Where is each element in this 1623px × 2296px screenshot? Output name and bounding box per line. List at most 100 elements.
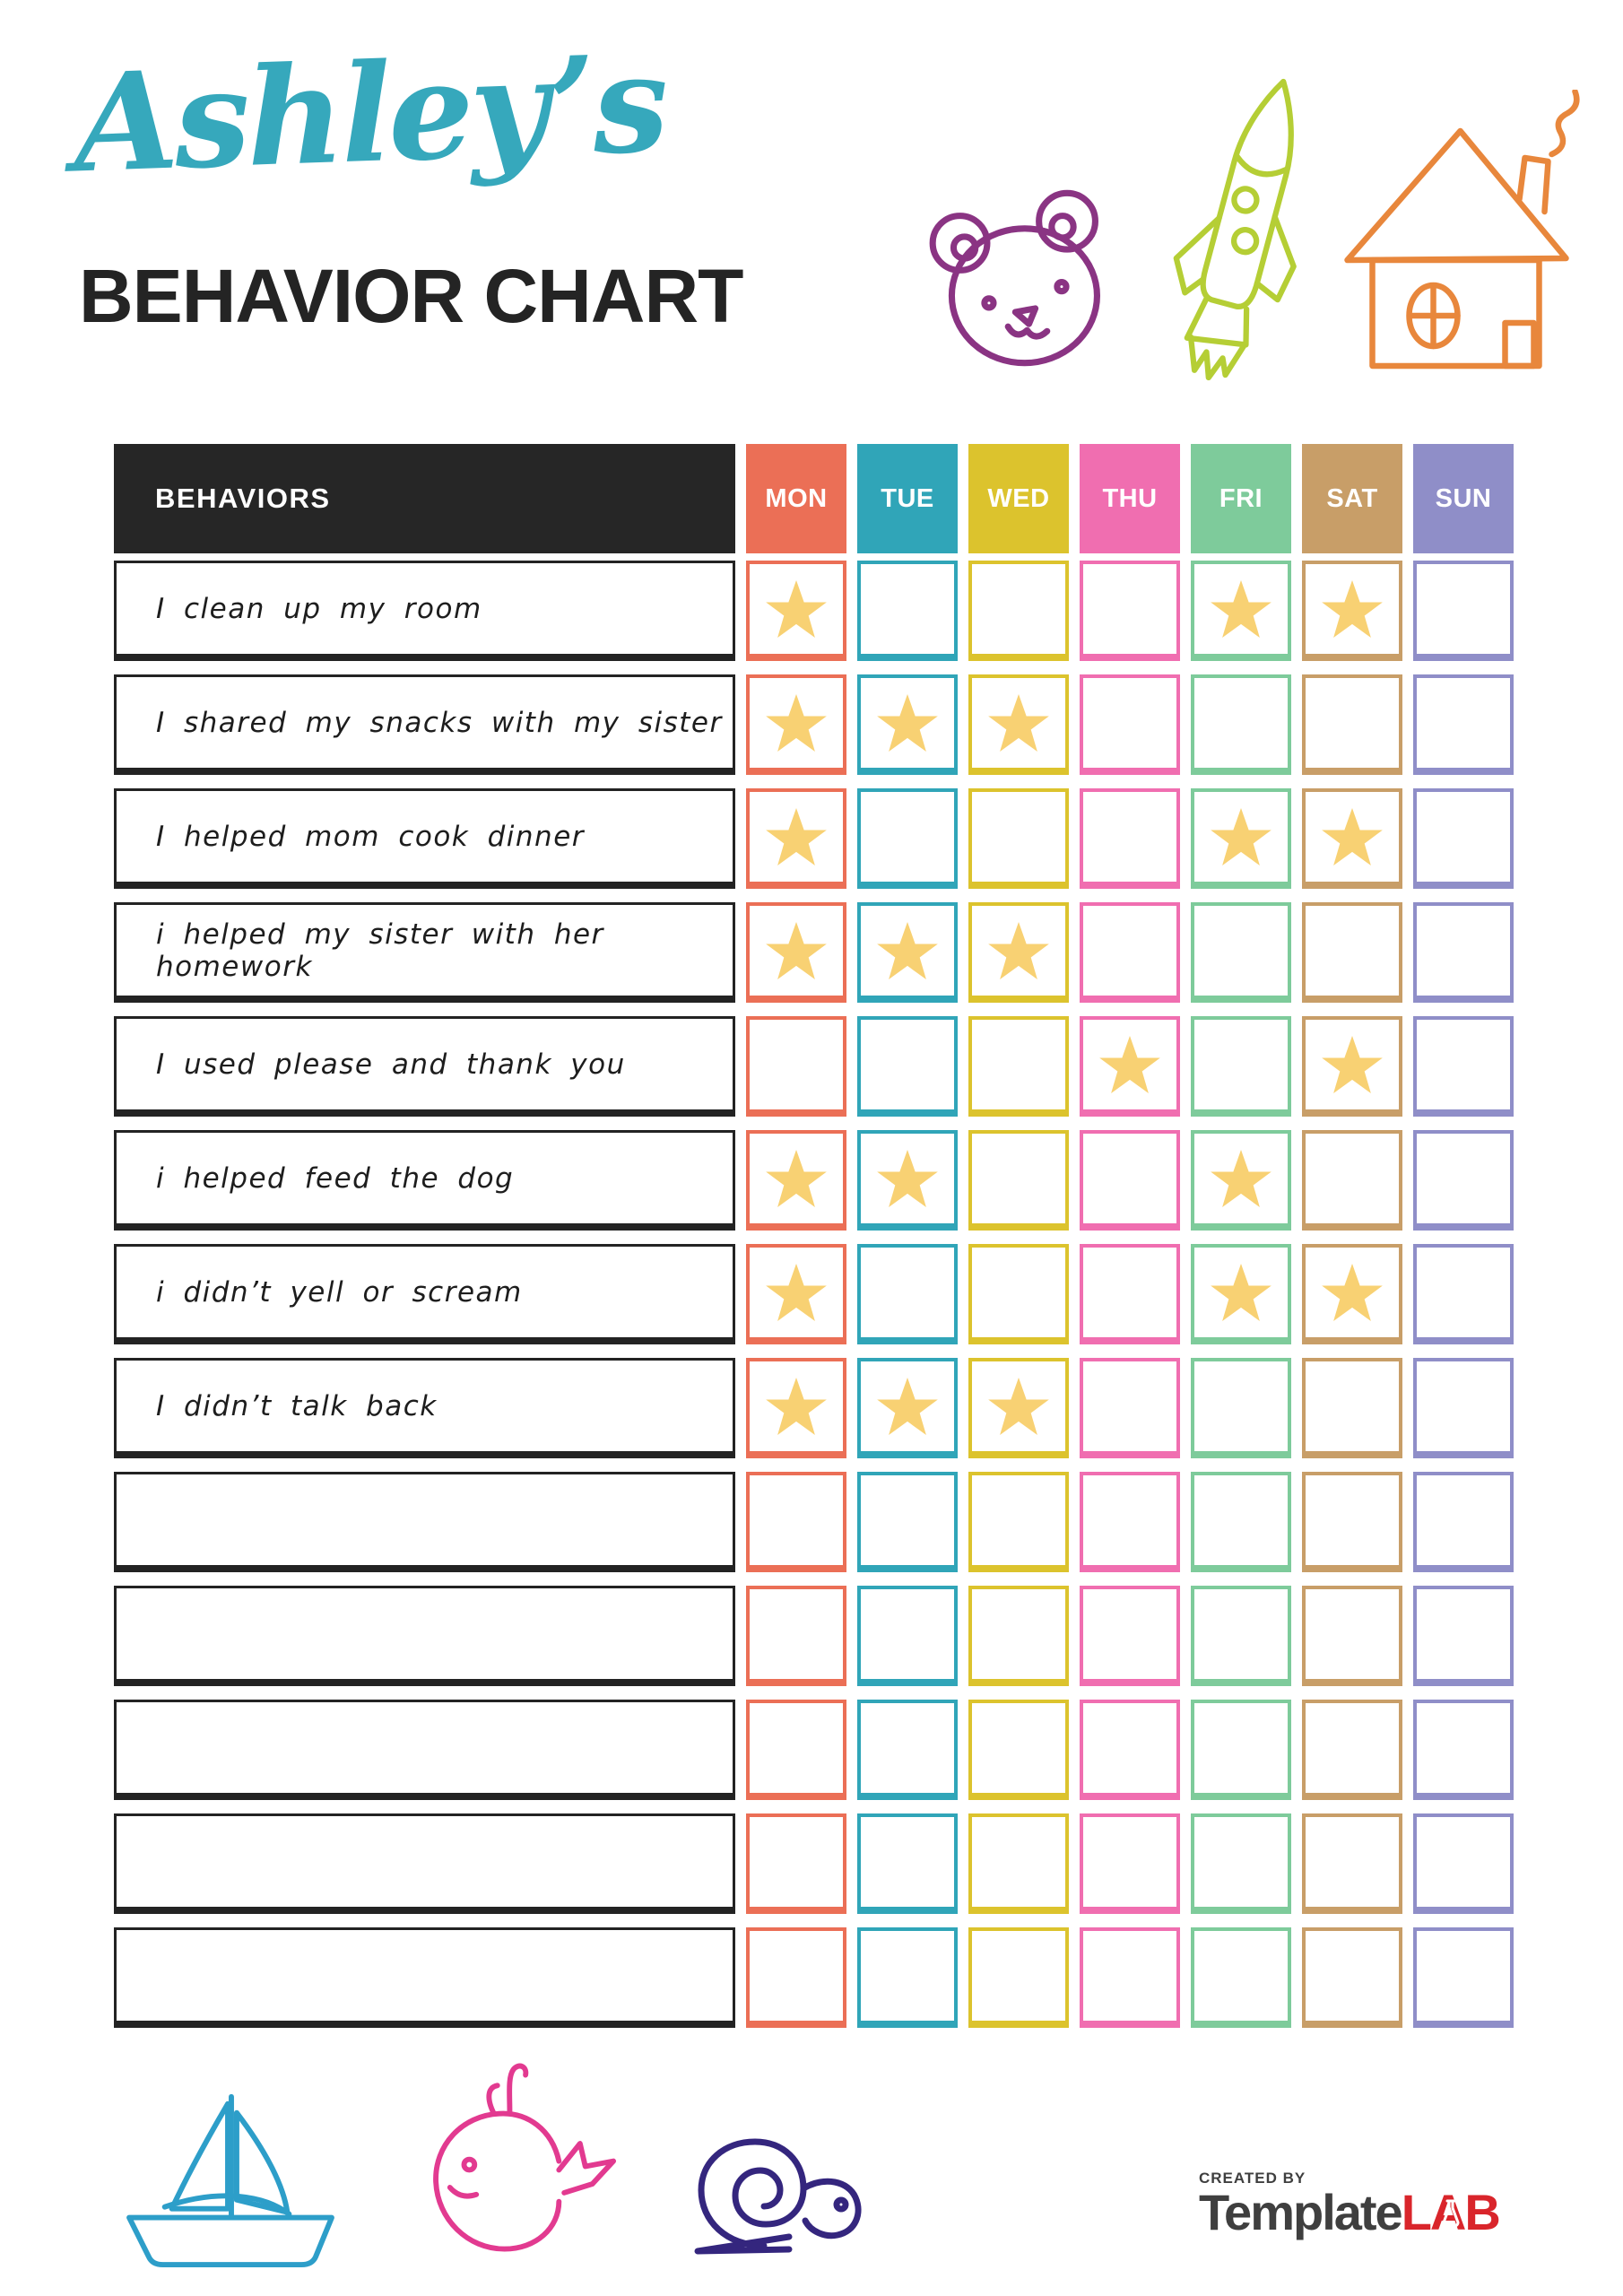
day-cell-tue-row-7[interactable] [857,1244,958,1344]
day-cell-tue-row-6[interactable] [857,1130,958,1231]
day-cell-sat-row-10[interactable] [1302,1586,1402,1686]
day-cell-sun-row-12[interactable] [1413,1813,1514,1914]
behavior-label: I didn’t talk back [114,1358,735,1458]
day-cell-sat-row-1[interactable] [1302,561,1402,661]
day-cell-thu-row-11[interactable] [1080,1700,1180,1800]
day-cell-fri-row-2[interactable] [1191,674,1291,775]
day-cell-wed-row-9[interactable] [968,1472,1069,1572]
day-cell-tue-row-3[interactable] [857,788,958,889]
day-cell-thu-row-13[interactable] [1080,1927,1180,2028]
day-cell-thu-row-6[interactable] [1080,1130,1180,1231]
day-cell-thu-row-3[interactable] [1080,788,1180,889]
star-icon [1322,807,1383,866]
day-cell-mon-row-7[interactable] [746,1244,846,1344]
table-row: i helped feed the dog [114,1130,1515,1231]
day-cell-tue-row-12[interactable] [857,1813,958,1914]
day-cell-tue-row-8[interactable] [857,1358,958,1458]
day-cell-wed-row-12[interactable] [968,1813,1069,1914]
day-cell-mon-row-3[interactable] [746,788,846,889]
day-cell-thu-row-8[interactable] [1080,1358,1180,1458]
day-cell-fri-row-11[interactable] [1191,1700,1291,1800]
day-cell-mon-row-9[interactable] [746,1472,846,1572]
behavior-label [114,1813,735,1914]
day-cell-mon-row-4[interactable] [746,902,846,1003]
day-cell-tue-row-5[interactable] [857,1016,958,1117]
day-cell-tue-row-10[interactable] [857,1586,958,1686]
day-cell-fri-row-5[interactable] [1191,1016,1291,1117]
day-cell-wed-row-1[interactable] [968,561,1069,661]
day-cell-fri-row-6[interactable] [1191,1130,1291,1231]
day-cell-mon-row-11[interactable] [746,1700,846,1800]
day-cell-fri-row-13[interactable] [1191,1927,1291,2028]
day-cell-tue-row-4[interactable] [857,902,958,1003]
day-cell-sat-row-4[interactable] [1302,902,1402,1003]
day-cell-sun-row-10[interactable] [1413,1586,1514,1686]
day-cell-mon-row-13[interactable] [746,1927,846,2028]
day-cell-sat-row-12[interactable] [1302,1813,1402,1914]
day-cell-fri-row-8[interactable] [1191,1358,1291,1458]
day-cell-sat-row-7[interactable] [1302,1244,1402,1344]
day-cell-wed-row-5[interactable] [968,1016,1069,1117]
day-cell-mon-row-12[interactable] [746,1813,846,1914]
day-cell-fri-row-4[interactable] [1191,902,1291,1003]
day-cell-mon-row-1[interactable] [746,561,846,661]
day-cell-tue-row-11[interactable] [857,1700,958,1800]
day-cell-thu-row-10[interactable] [1080,1586,1180,1686]
day-cell-sat-row-6[interactable] [1302,1130,1402,1231]
day-cell-mon-row-10[interactable] [746,1586,846,1686]
day-cell-sat-row-13[interactable] [1302,1927,1402,2028]
day-cell-sat-row-8[interactable] [1302,1358,1402,1458]
day-cell-thu-row-2[interactable] [1080,674,1180,775]
day-cell-wed-row-3[interactable] [968,788,1069,889]
day-cell-wed-row-11[interactable] [968,1700,1069,1800]
day-cell-mon-row-2[interactable] [746,674,846,775]
day-cell-sun-row-13[interactable] [1413,1927,1514,2028]
day-cell-fri-row-9[interactable] [1191,1472,1291,1572]
day-cell-wed-row-4[interactable] [968,902,1069,1003]
day-cell-wed-row-2[interactable] [968,674,1069,775]
day-cell-mon-row-6[interactable] [746,1130,846,1231]
star-icon [1211,579,1271,639]
day-cell-sun-row-5[interactable] [1413,1016,1514,1117]
day-cell-sat-row-3[interactable] [1302,788,1402,889]
day-cell-thu-row-12[interactable] [1080,1813,1180,1914]
day-cell-tue-row-1[interactable] [857,561,958,661]
day-cell-sat-row-2[interactable] [1302,674,1402,775]
day-cell-wed-row-7[interactable] [968,1244,1069,1344]
day-cell-thu-row-9[interactable] [1080,1472,1180,1572]
day-cell-mon-row-8[interactable] [746,1358,846,1458]
day-cell-sun-row-1[interactable] [1413,561,1514,661]
day-cell-tue-row-13[interactable] [857,1927,958,2028]
day-cell-mon-row-5[interactable] [746,1016,846,1117]
day-cell-sun-row-8[interactable] [1413,1358,1514,1458]
day-cell-thu-row-7[interactable] [1080,1244,1180,1344]
day-cell-sat-row-9[interactable] [1302,1472,1402,1572]
day-cell-sun-row-6[interactable] [1413,1130,1514,1231]
day-cell-tue-row-2[interactable] [857,674,958,775]
behaviors-column-header: BEHAVIORS [114,444,735,553]
day-header-fri: FRI [1191,444,1291,553]
day-cell-wed-row-8[interactable] [968,1358,1069,1458]
day-cell-fri-row-10[interactable] [1191,1586,1291,1686]
day-cell-fri-row-12[interactable] [1191,1813,1291,1914]
day-cell-thu-row-5[interactable] [1080,1016,1180,1117]
day-cell-wed-row-6[interactable] [968,1130,1069,1231]
day-cell-sun-row-4[interactable] [1413,902,1514,1003]
day-cell-wed-row-13[interactable] [968,1927,1069,2028]
table-row: I didn’t talk back [114,1358,1515,1458]
day-cell-thu-row-4[interactable] [1080,902,1180,1003]
day-cell-sat-row-11[interactable] [1302,1700,1402,1800]
day-cell-thu-row-1[interactable] [1080,561,1180,661]
day-cell-sun-row-9[interactable] [1413,1472,1514,1572]
day-cell-tue-row-9[interactable] [857,1472,958,1572]
day-cell-fri-row-3[interactable] [1191,788,1291,889]
day-cell-sun-row-3[interactable] [1413,788,1514,889]
day-cell-sun-row-2[interactable] [1413,674,1514,775]
table-row [114,1586,1515,1686]
day-cell-sat-row-5[interactable] [1302,1016,1402,1117]
day-cell-fri-row-7[interactable] [1191,1244,1291,1344]
day-cell-fri-row-1[interactable] [1191,561,1291,661]
day-cell-wed-row-10[interactable] [968,1586,1069,1686]
day-cell-sun-row-11[interactable] [1413,1700,1514,1800]
day-cell-sun-row-7[interactable] [1413,1244,1514,1344]
